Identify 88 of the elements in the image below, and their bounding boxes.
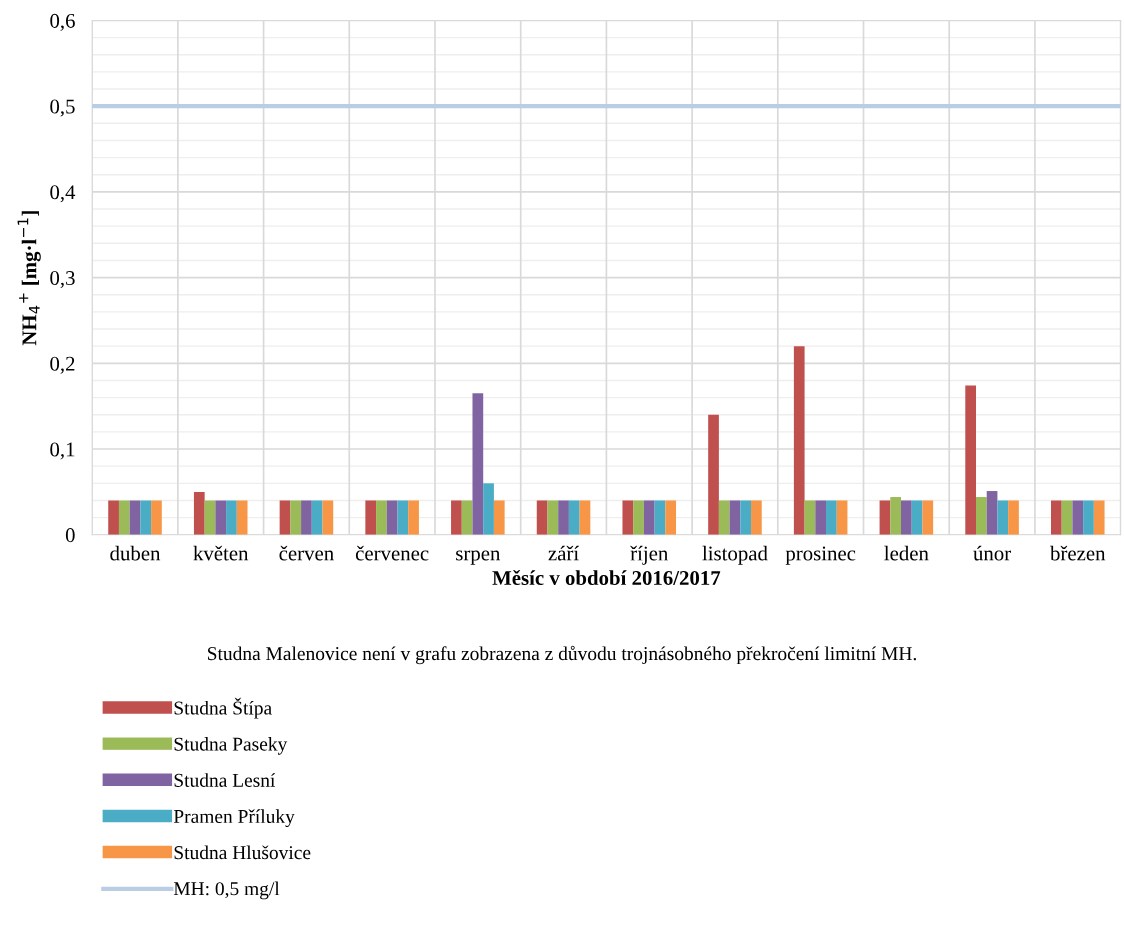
x-tick-label: červenec [355,545,429,561]
x-tick-label: červen [279,545,334,561]
legend-label: Pramen Příluky [173,809,295,828]
bar [1061,500,1073,535]
bar [108,500,119,535]
bar [890,497,902,535]
bar [386,500,398,535]
x-tick-label: duben [110,545,161,561]
y-tick-label: 0,6 [50,13,75,31]
legend-label: Studna Paseky [174,737,288,755]
bar [665,500,677,535]
bar [1050,500,1062,535]
y-tick-label: 0,1 [50,442,75,460]
bar [643,500,655,535]
bar [461,500,473,535]
legend-label: MH: 0,5 mg/l [173,881,280,900]
bar [290,500,302,535]
bar [236,500,248,535]
bar [965,385,976,535]
bar [976,497,987,535]
bar [322,500,334,535]
x-tick-label: srpen [456,550,501,565]
x-tick-label: květen [193,545,249,561]
y-tick-label: 0,4 [50,185,76,203]
y-tick-label: 0,5 [50,99,75,117]
x-tick-label: listopad [702,545,768,565]
bar [579,500,591,535]
bar [140,500,152,535]
bar [622,500,634,535]
bar [118,500,130,535]
bar [536,500,548,535]
x-tick-label: leden [884,545,929,561]
bar [826,500,837,535]
bar [911,500,923,535]
bar [204,500,216,535]
bar [654,500,666,535]
bar [901,500,912,535]
bar [408,500,419,535]
bar [986,491,998,535]
bar [279,500,291,535]
y-tick-label: 0,2 [50,356,75,374]
bar [1093,500,1105,535]
bar [718,500,730,535]
bar [451,500,462,535]
x-tick-label: únor [973,545,1011,561]
legend-label: Studna Lesní [174,773,276,787]
bar [215,500,227,535]
bar [815,500,827,535]
bar [129,500,141,535]
bar [997,500,1009,535]
bar [922,500,934,535]
x-tick-label: září [548,545,579,561]
bar [365,500,377,535]
y-tick-label: 0 [65,528,75,543]
x-tick-label: březen [1050,545,1106,561]
bar [708,414,719,535]
bar [547,500,559,535]
bar [633,500,644,535]
y-tick-label: 0,3 [50,270,75,289]
bar [1072,500,1084,535]
bar [804,500,816,535]
bar [558,500,569,535]
bar [193,491,205,535]
bar [751,500,762,535]
legend-label: Studna Štípa [174,697,272,719]
bar [1008,500,1019,535]
x-axis-title: Měsíc v období 2016/2017 [492,570,721,586]
y-axis-title: NH$_{4}$$^{+}$ [mg·l$^{−1}$] [17,211,41,346]
bar [836,500,848,535]
bar [472,393,484,535]
text: Studna Malenovice není v grafu zobrazena z důvodu trojnásobného překročení limitní MH. [208,645,917,665]
bar [740,500,752,535]
bar [1083,500,1094,535]
bar [879,500,891,535]
bar [151,500,162,535]
bar [301,500,312,535]
bar [226,500,237,535]
x-tick-label: říjen [630,545,669,565]
bar [311,500,323,535]
bar [493,500,505,535]
bar [568,500,580,535]
bar [793,346,805,535]
legend-label: Studna Hlušovice [174,845,311,860]
bar [376,500,387,535]
x-tick-label: prosinec [785,546,856,565]
bar [397,500,409,535]
bar [483,483,494,535]
bar [729,500,741,535]
